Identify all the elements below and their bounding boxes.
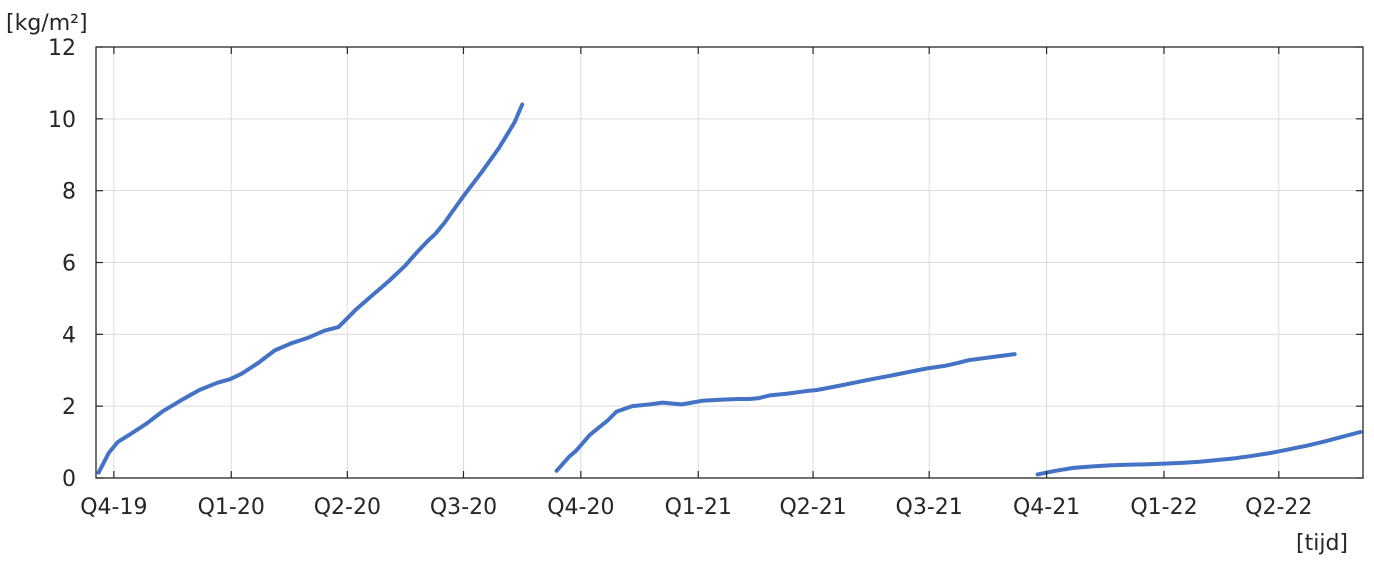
- x-tick-label: Q1-21: [665, 495, 732, 520]
- y-tick-label: 4: [62, 323, 76, 348]
- x-tick-label: Q2-22: [1245, 495, 1312, 520]
- x-tick-labels: Q4-19 Q1-20 Q2-20 Q3-20 Q4-20 Q1-21 Q2-21 Q3-21…: [80, 495, 1312, 520]
- series-layer: [96, 102, 1363, 477]
- y-tick-label: 6: [62, 252, 76, 277]
- series-line-3: [1035, 430, 1363, 477]
- x-tick-label: Q4-19: [80, 495, 147, 520]
- y-axis-label: [kg/m²]: [6, 11, 88, 36]
- ticks: [96, 46, 1363, 479]
- x-tick-label: Q1-20: [198, 495, 265, 520]
- y-tick-label: 2: [62, 395, 76, 420]
- grid: [96, 47, 1363, 478]
- series-line-1: [96, 102, 525, 475]
- y-tick-labels: 0 2 4 6 8 10 12: [48, 36, 76, 492]
- x-tick-label: Q4-21: [1013, 495, 1080, 520]
- y-tick-label: 10: [48, 108, 76, 133]
- x-tick-label: Q3-20: [430, 495, 497, 520]
- x-tick-label: Q1-22: [1130, 495, 1197, 520]
- y-tick-label: 8: [62, 180, 76, 205]
- y-tick-label: 0: [62, 467, 76, 492]
- x-tick-label: Q2-20: [314, 495, 381, 520]
- x-axis-label: [tijd]: [1296, 531, 1348, 556]
- x-tick-label: Q4-20: [547, 495, 614, 520]
- x-tick-label: Q2-21: [779, 495, 846, 520]
- y-tick-label: 12: [48, 36, 76, 61]
- series-line-2: [554, 352, 1017, 473]
- x-tick-label: Q3-21: [896, 495, 963, 520]
